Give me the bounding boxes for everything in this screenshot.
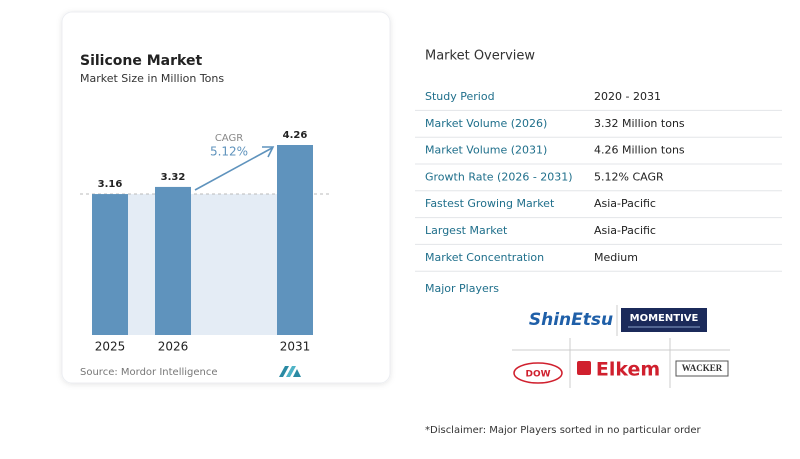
cagr-arrow: [194, 147, 273, 191]
row-value: 5.12% CAGR: [594, 170, 664, 183]
wacker-box: [675, 360, 729, 377]
annotation-value: 5.12%: [210, 145, 248, 159]
row-label: Growth Rate (2026 - 2031): [425, 170, 573, 183]
dow-diamond: [513, 362, 563, 384]
disclaimer: *Disclaimer: Major Players sorted in no …: [425, 425, 702, 436]
player-logo: Elkem: [596, 359, 660, 381]
x-tick-label: 2026: [158, 340, 189, 354]
value-label: 3.16: [98, 179, 123, 190]
player-logo: DOW: [525, 370, 550, 380]
elkem-icon: [577, 361, 591, 375]
bar: [155, 186, 191, 335]
cagr-arrowhead: [262, 146, 275, 158]
row-value: Medium: [594, 251, 638, 264]
overview-title: Market Overview: [425, 49, 535, 64]
row-label: Largest Market: [425, 224, 508, 237]
row-value: Asia-Pacific: [594, 197, 656, 210]
row-label: Market Volume (2026): [425, 117, 547, 130]
row-label: Market Volume (2031): [425, 144, 547, 157]
chart-title: Silicone Market: [80, 53, 202, 69]
row-value: Asia-Pacific: [594, 224, 656, 237]
x-tick-label: 2025: [95, 340, 126, 354]
source: Source: Mordor Intelligence: [80, 367, 218, 378]
row-label: Market Concentration: [425, 251, 544, 264]
value-label: 4.26: [283, 130, 308, 141]
row-label: Study Period: [425, 90, 495, 103]
row-value: 2020 - 2031: [594, 90, 661, 103]
value-label: 3.32: [161, 172, 186, 183]
player-logo: ShinEtsu: [529, 310, 613, 330]
shaded-region: [128, 194, 277, 335]
players-title: Major Players: [425, 282, 499, 295]
row-value: 3.32 Million tons: [594, 117, 685, 130]
player-logo: MOMENTIVE: [630, 313, 699, 324]
annotation-label: CAGR: [215, 133, 243, 144]
player-logo: WACKER: [682, 363, 723, 373]
player-logo-box: [621, 308, 707, 332]
brand-logo: [279, 366, 301, 377]
x-tick-label: 2031: [280, 340, 311, 354]
bar: [92, 194, 128, 335]
chart-subtitle: Market Size in Million Tons: [80, 72, 224, 85]
row-value: 4.26 Million tons: [594, 144, 685, 157]
row-label: Fastest Growing Market: [425, 197, 555, 210]
bar: [277, 145, 313, 335]
